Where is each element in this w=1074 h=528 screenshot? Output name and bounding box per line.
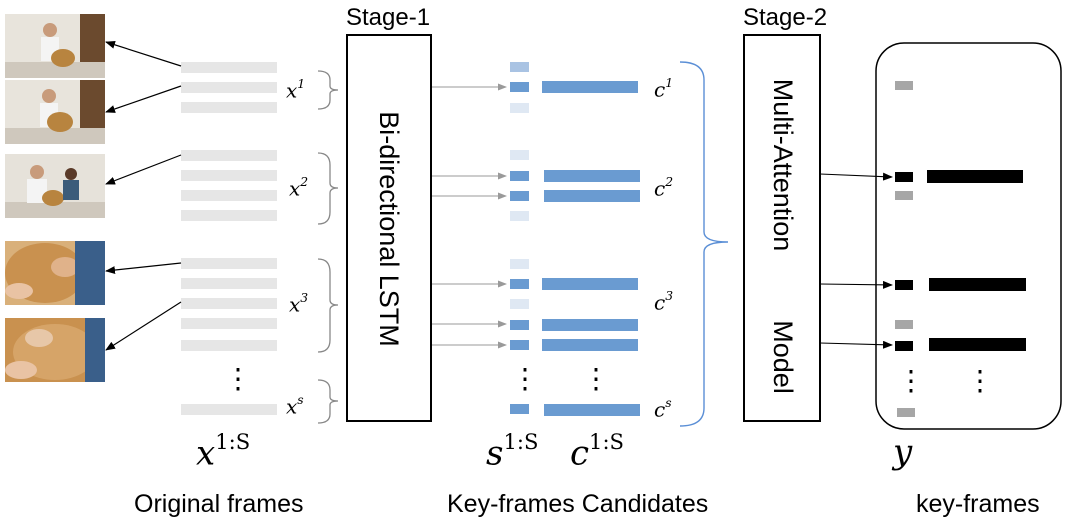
brace-x1 — [317, 70, 339, 110]
frame-bar — [181, 298, 277, 309]
x-sequence-label: x1:S — [196, 428, 251, 474]
multi-attention-box — [743, 34, 821, 422]
key-frames-candidates-label: Key-frames Candidates — [447, 490, 709, 518]
multi-attention-label: Multi-Attention — [768, 78, 798, 252]
frame-bar — [181, 102, 277, 113]
frame-thumbnail-1 — [5, 14, 105, 78]
frame-thumbnail-2 — [5, 80, 105, 144]
frame-bar — [181, 278, 277, 289]
score-bar — [510, 340, 529, 350]
input-braces — [317, 70, 339, 424]
candidate-label-2: c2 — [654, 174, 674, 201]
frame-arrow — [105, 301, 182, 351]
original-frame-bars — [181, 62, 277, 415]
s-sequence-label: s1:S — [486, 428, 539, 474]
input-label-1: x1 — [286, 76, 306, 103]
attention-arrow — [819, 340, 893, 349]
ellipsis-keyframes-small: ⋮ — [897, 364, 925, 397]
frame-arrows — [105, 40, 182, 351]
frame-bar — [181, 318, 277, 329]
attention-arrow — [819, 280, 893, 289]
score-bar — [510, 191, 529, 201]
ellipsis-scores: ⋮ — [511, 362, 539, 395]
frame-thumbnail-5 — [5, 318, 105, 382]
attention-arrow — [819, 172, 893, 181]
key-frames-label: key-frames — [916, 490, 1040, 518]
candidate-bars — [542, 81, 640, 416]
keyframe-small-bar — [895, 341, 913, 351]
keyframe-small-bar — [895, 320, 913, 329]
frame-arrow — [105, 40, 182, 67]
keyframe-bars — [895, 81, 1026, 417]
stage2-label: Stage-2 — [743, 4, 828, 31]
input-label-s: xs — [286, 392, 304, 419]
frame-bar — [181, 82, 277, 93]
score-bar — [510, 404, 529, 414]
frame-bar — [181, 258, 277, 269]
ellipsis-frames: ⋮ — [224, 362, 252, 395]
score-bars — [510, 62, 529, 414]
frame-bar — [181, 340, 277, 351]
keyframes-container — [875, 42, 1062, 430]
frame-arrow — [105, 85, 182, 113]
ellipsis-keyframes: ⋮ — [966, 364, 994, 397]
input-label-3: x3 — [289, 290, 309, 317]
frame-bar — [181, 150, 277, 161]
candidate-label-3: c3 — [654, 288, 674, 315]
keyframe-bar — [929, 338, 1026, 351]
brace-xs — [317, 379, 339, 424]
keyframe-small-bar — [897, 408, 915, 417]
attention-arrows — [819, 172, 893, 349]
frame-bar — [181, 62, 277, 73]
score-bar — [510, 320, 529, 330]
frame-bar — [181, 210, 277, 221]
score-bar — [510, 259, 529, 269]
keyframe-bar — [929, 278, 1026, 291]
frame-bar — [181, 190, 277, 201]
stage1-label: Stage-1 — [346, 4, 431, 31]
candidate-bar — [544, 170, 640, 182]
c-sequence-label: c1:S — [570, 428, 624, 474]
candidate-bar — [542, 319, 638, 331]
frame-arrow — [105, 154, 182, 185]
candidate-bar — [542, 339, 638, 351]
keyframe-small-bar — [895, 191, 913, 200]
candidate-bar — [544, 404, 640, 416]
keyframe-small-bar — [895, 81, 913, 90]
frame-arrow — [105, 262, 182, 275]
lstm-arrows — [431, 83, 507, 349]
bilstm-box — [346, 34, 432, 422]
candidate-bar — [542, 278, 638, 290]
score-bar — [510, 62, 529, 72]
original-frames-label: Original frames — [134, 490, 304, 518]
frame-bar — [181, 170, 277, 181]
frame-thumbnail-3 — [5, 154, 105, 218]
candidate-bar — [542, 81, 638, 93]
frame-thumbnail-4 — [5, 241, 105, 305]
bilstm-label: Bi-directional LSTM — [374, 111, 404, 347]
keyframe-small-bar — [895, 172, 913, 182]
score-bar — [510, 82, 529, 92]
keyframe-small-bar — [895, 280, 913, 290]
candidate-label-s: cs — [654, 395, 672, 422]
keyframe-bar — [927, 170, 1023, 183]
brace-x3 — [317, 258, 339, 353]
score-bar — [510, 150, 529, 160]
candidate-label-1: c1 — [654, 75, 674, 102]
score-bar — [510, 171, 529, 181]
frame-bar — [181, 404, 277, 415]
ellipsis-candidates: ⋮ — [582, 362, 610, 395]
score-bar — [510, 299, 529, 309]
score-bar — [510, 279, 529, 289]
input-label-2: x2 — [289, 174, 309, 201]
candidate-bar — [544, 190, 640, 202]
score-bar — [510, 103, 529, 113]
brace-x2 — [317, 152, 339, 225]
y-label: y — [893, 432, 913, 472]
model-label: Model — [768, 320, 798, 394]
score-bar — [510, 211, 529, 221]
candidates-brace — [679, 61, 729, 427]
